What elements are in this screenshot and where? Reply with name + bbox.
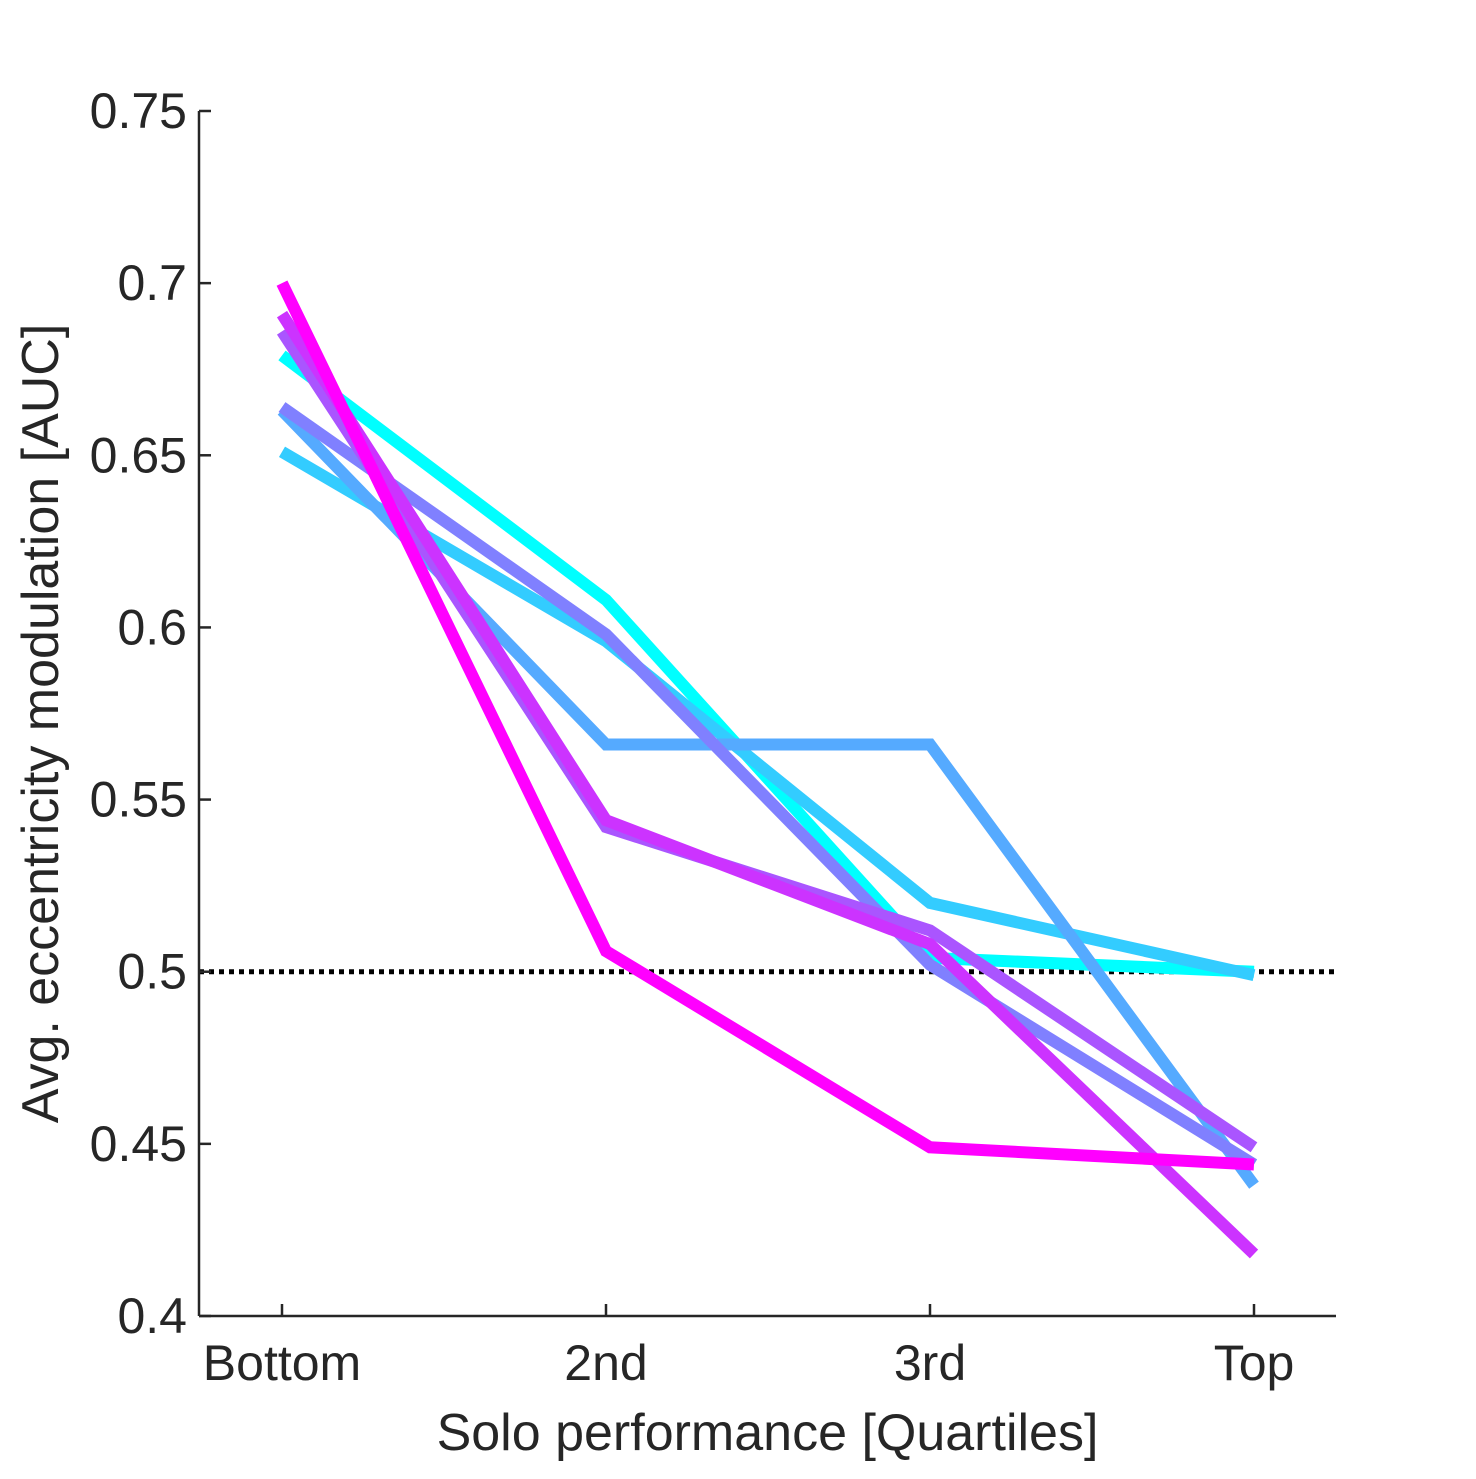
axes-layer [197, 111, 1336, 1318]
x-tick-label: 3rd [894, 1335, 966, 1391]
y-tick-label: 0.6 [117, 599, 187, 655]
series-line-6 [276, 310, 1259, 1259]
y-tick-label: 0.7 [117, 255, 187, 311]
series-line-2 [278, 446, 1256, 982]
y-tick-label: 0.55 [90, 772, 187, 828]
x-axis-title: Solo performance [Quartiles] [437, 1404, 1099, 1462]
y-tick-label: 0.65 [90, 427, 187, 483]
series-line-7 [276, 280, 1255, 1171]
x-tick-label: Bottom [203, 1335, 361, 1391]
y-tick-label: 0.45 [90, 1116, 187, 1172]
series-line-4 [278, 402, 1258, 1170]
y-tick-label: 0.75 [90, 83, 187, 139]
x-tick-label: Top [1214, 1335, 1295, 1391]
y-tick-label: 0.5 [117, 944, 187, 1000]
y-tick-label: 0.4 [117, 1288, 187, 1344]
series-layer [276, 280, 1259, 1259]
x-tick-label: 2nd [564, 1335, 647, 1391]
ticks-layer: 0.4 0.45 0.5 0.55 0.6 0.65 0.7 0.75 Bottom 2nd 3rd… [90, 83, 1295, 1391]
y-axis-title: Avg. eccentricity modulation [AUC] [12, 324, 70, 1124]
